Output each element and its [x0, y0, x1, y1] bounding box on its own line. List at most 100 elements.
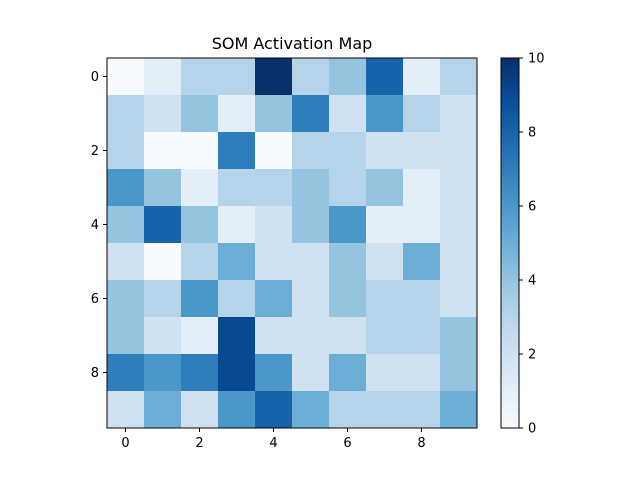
heatmap-cell — [403, 169, 441, 207]
heatmap-cell — [144, 132, 182, 170]
heatmap-cell — [218, 132, 256, 170]
heatmap-cell — [181, 132, 219, 170]
heatmap-cell — [366, 95, 404, 133]
y-tick-label: 2 — [91, 144, 99, 159]
heatmap-cell — [107, 280, 145, 318]
colorbar-tick-label: 8 — [528, 126, 536, 141]
heatmap-cell — [255, 243, 293, 281]
heatmap-cell — [292, 169, 330, 207]
heatmap-cell — [218, 95, 256, 133]
heatmap-cell — [181, 391, 219, 429]
heatmap-cell — [144, 317, 182, 355]
heatmap-cell — [292, 354, 330, 392]
heatmap-cell — [255, 95, 293, 133]
heatmap-cell — [181, 58, 219, 96]
heatmap-cell — [366, 58, 404, 96]
heatmap-cell — [218, 354, 256, 392]
x-tick-label: 0 — [121, 436, 129, 451]
heatmap-cell — [329, 391, 367, 429]
heatmap-cell — [440, 243, 478, 281]
heatmap-cell — [107, 391, 145, 429]
heatmap-cell — [440, 58, 478, 96]
heatmap-cell — [181, 354, 219, 392]
heatmap-cell — [366, 132, 404, 170]
heatmap-cell — [403, 354, 441, 392]
heatmap-cell — [144, 391, 182, 429]
heatmap-cell — [144, 354, 182, 392]
heatmap-cell — [107, 206, 145, 244]
heatmap-cell — [403, 391, 441, 429]
heatmap-cell — [144, 280, 182, 318]
heatmap-cell — [440, 169, 478, 207]
heatmap-cell — [144, 206, 182, 244]
heatmap-cell — [440, 95, 478, 133]
heatmap-cell — [440, 354, 478, 392]
heatmap-cell — [440, 132, 478, 170]
heatmap-cell — [403, 243, 441, 281]
heatmap-cell — [181, 243, 219, 281]
heatmap-cell — [107, 354, 145, 392]
heatmap-cell — [107, 58, 145, 96]
heatmap-cell — [218, 280, 256, 318]
heatmap-cell — [292, 58, 330, 96]
colorbar-tick-label: 6 — [528, 200, 536, 215]
heatmap-cell — [181, 206, 219, 244]
heatmap-cell — [329, 317, 367, 355]
heatmap-cell — [218, 206, 256, 244]
heatmap-cell — [107, 95, 145, 133]
heatmap-cell — [366, 354, 404, 392]
heatmap-cell — [329, 354, 367, 392]
heatmap-cell — [107, 132, 145, 170]
heatmap-cell — [366, 280, 404, 318]
heatmap-cell — [329, 58, 367, 96]
heatmap-cell — [292, 206, 330, 244]
heatmap-cell — [292, 317, 330, 355]
heatmap-cell — [107, 169, 145, 207]
x-tick-label: 4 — [269, 436, 277, 451]
heatmap-cell — [144, 169, 182, 207]
plot-frame — [106, 57, 478, 429]
y-tick-label: 8 — [91, 366, 99, 381]
heatmap-cell — [366, 391, 404, 429]
heatmap-cells — [107, 58, 478, 429]
heatmap-cell — [329, 243, 367, 281]
heatmap-cell — [181, 169, 219, 207]
heatmap-cell — [255, 58, 293, 96]
heatmap-cell — [181, 317, 219, 355]
heatmap-cell — [366, 317, 404, 355]
y-tick-label: 4 — [91, 218, 99, 233]
colorbar-tick-label: 2 — [528, 348, 536, 363]
heatmap-cell — [292, 132, 330, 170]
heatmap-cell — [218, 391, 256, 429]
heatmap-cell — [292, 280, 330, 318]
heatmap-cell — [107, 243, 145, 281]
heatmap-cell — [292, 243, 330, 281]
heatmap-cell — [144, 243, 182, 281]
heatmap-cell — [218, 58, 256, 96]
heatmap-cell — [366, 169, 404, 207]
colorbar-axis: 0 2 4 6 8 10 — [519, 52, 545, 437]
heatmap-cell — [255, 391, 293, 429]
y-tick-label: 6 — [91, 292, 99, 307]
x-tick-label: 2 — [195, 436, 203, 451]
colorbar — [501, 58, 519, 428]
heatmap-cell — [255, 169, 293, 207]
y-tick-label: 0 — [91, 70, 99, 85]
heatmap-cell — [403, 317, 441, 355]
heatmap-cell — [366, 206, 404, 244]
heatmap-cell — [255, 132, 293, 170]
heatmap-cell — [440, 206, 478, 244]
heatmap-cell — [218, 317, 256, 355]
heatmap-cell — [403, 206, 441, 244]
heatmap-cell — [329, 132, 367, 170]
heatmap-cell — [255, 206, 293, 244]
heatmap-cell — [329, 206, 367, 244]
x-tick-label: 8 — [417, 436, 425, 451]
heatmap-cell — [218, 243, 256, 281]
y-axis: 0 2 4 6 8 — [91, 70, 107, 381]
heatmap-cell — [329, 95, 367, 133]
heatmap-cell — [403, 280, 441, 318]
heatmap-cell — [255, 280, 293, 318]
chart-title: SOM Activation Map — [212, 34, 373, 53]
